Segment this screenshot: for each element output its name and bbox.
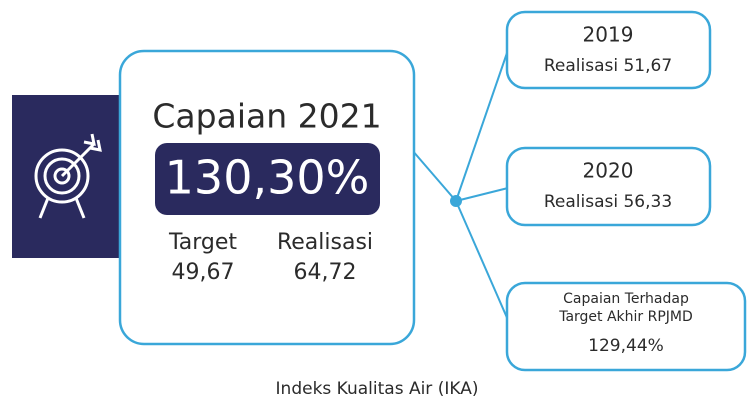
connector — [455, 200, 509, 321]
connector — [455, 187, 509, 202]
realisasi-value: 64,72 — [294, 260, 357, 285]
rpjmd-value: 129,44% — [588, 336, 664, 356]
history-text: Realisasi 51,67 — [544, 56, 672, 76]
rpjmd-line: Target Akhir RPJMD — [558, 309, 693, 325]
hub-dot — [450, 195, 462, 207]
panel-title: Capaian 2021 — [152, 97, 381, 136]
target-label: Target — [168, 230, 237, 255]
history-box — [505, 146, 712, 227]
connectors — [411, 49, 509, 321]
target-value: 49,67 — [172, 260, 235, 285]
panel-value: 130,30% — [165, 151, 370, 205]
target-icon — [34, 133, 102, 219]
history-year: 2019 — [583, 23, 634, 47]
connector — [411, 149, 457, 202]
value-badge — [155, 143, 380, 215]
realisasi-label: Realisasi — [277, 230, 373, 255]
rpjmd-box — [505, 281, 747, 372]
footer: Indeks Kualitas Air (IKA) — [276, 379, 479, 399]
history-text: Realisasi 56,33 — [544, 192, 672, 212]
history-box — [505, 10, 712, 90]
history-year: 2020 — [583, 159, 634, 183]
rpjmd-line: Capaian Terhadap — [563, 291, 689, 307]
connector — [455, 49, 509, 202]
